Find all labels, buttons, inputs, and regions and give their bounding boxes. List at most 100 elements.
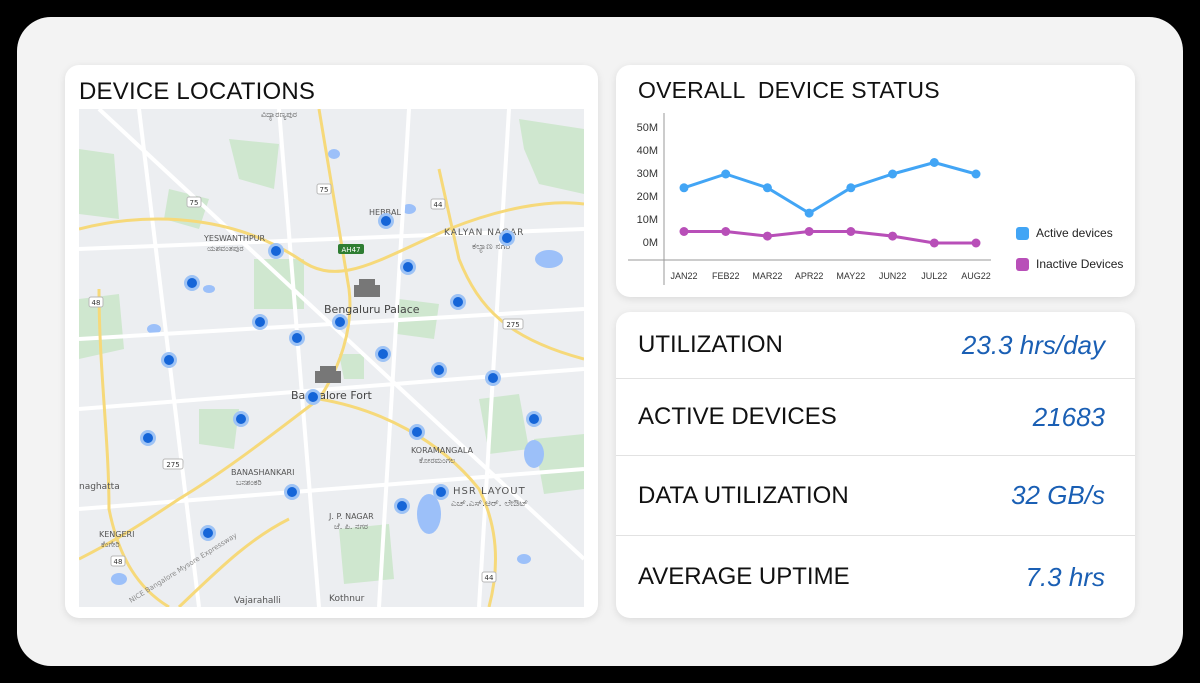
svg-text:75: 75 <box>190 199 199 207</box>
svg-text:ಕೋರಮಂಗಲ: ಕೋರಮಂಗಲ <box>419 456 455 465</box>
device-marker <box>268 243 284 259</box>
data-point <box>804 227 814 236</box>
data-point <box>679 183 689 193</box>
stat-value: 32 GB/s <box>1011 480 1105 510</box>
y-tick-label: 30M <box>637 168 658 180</box>
x-tick-label: JAN22 <box>670 271 697 281</box>
svg-text:44: 44 <box>434 201 443 209</box>
stat-label: AVERAGE UPTIME <box>638 563 850 590</box>
svg-text:KALYAN NAGAR: KALYAN NAGAR <box>444 228 524 238</box>
x-tick-label: FEB22 <box>712 271 740 281</box>
stat-average-uptime: AVERAGE UPTIME 7.3 hrs <box>616 536 1135 618</box>
stat-utilization: UTILIZATION 23.3 hrs/day <box>616 312 1135 379</box>
svg-text:HSR LAYOUT: HSR LAYOUT <box>453 486 526 497</box>
device-marker <box>431 362 447 378</box>
series-line-active <box>683 161 977 215</box>
device-marker <box>305 389 321 405</box>
svg-text:48: 48 <box>92 299 101 307</box>
device-marker <box>200 525 216 541</box>
x-tick-label: APR22 <box>795 271 824 281</box>
x-tick-label: JUN22 <box>879 271 907 281</box>
svg-text:Bangalore Fort: Bangalore Fort <box>291 389 373 402</box>
device-status-title: OVERALL DEVICE STATUS <box>638 77 940 103</box>
svg-text:ಜೆ. ಪಿ. ನಗರ: ಜೆ. ಪಿ. ನಗರ <box>334 522 368 531</box>
device-marker <box>526 411 542 427</box>
device-marker <box>289 330 305 346</box>
route-shields: 75 75 44 44 AH47 48 48 275 275 <box>88 183 524 583</box>
device-marker <box>433 484 449 500</box>
device-marker <box>400 259 416 275</box>
data-point <box>971 238 981 248</box>
legend-inactive-swatch <box>1016 257 1029 271</box>
data-point <box>888 231 898 241</box>
x-tick-label: AUG22 <box>961 271 991 281</box>
svg-text:BANASHANKARI: BANASHANKARI <box>231 468 294 477</box>
water-bodies <box>111 149 563 585</box>
minor-roads <box>79 109 584 607</box>
svg-text:AH47: AH47 <box>342 246 361 254</box>
y-tick-label: 10M <box>637 214 658 226</box>
svg-text:ಯಶವಂತಪುರ: ಯಶವಂತಪುರ <box>207 244 244 253</box>
y-tick-label: 0M <box>643 237 658 249</box>
svg-text:KENGERI: KENGERI <box>99 530 134 539</box>
device-status-card: OVERALL DEVICE STATUS 50M 40M 30M 20M 10M 0M J… <box>616 65 1135 297</box>
x-tick-label: MAY22 <box>836 271 865 281</box>
svg-text:Vajarahalli: Vajarahalli <box>234 596 281 606</box>
x-tick-label: JUL22 <box>921 271 947 281</box>
data-point <box>846 227 856 236</box>
svg-text:ಕೆಂಗೇರಿ: ಕೆಂಗೇರಿ <box>101 540 120 549</box>
device-map[interactable]: 75 75 44 44 AH47 48 48 275 275 <box>79 109 584 607</box>
svg-text:ವಿದ್ಯಾರಣ್ಯಪುರ: ವಿದ್ಯಾರಣ್ಯಪುರ <box>261 110 297 120</box>
device-marker <box>394 498 410 514</box>
data-point <box>846 183 856 193</box>
device-marker <box>378 213 394 229</box>
device-marker <box>233 411 249 427</box>
data-point <box>929 238 939 248</box>
device-marker <box>409 424 425 440</box>
legend-inactive: Inactive Devices <box>1016 257 1123 271</box>
landmark-icons <box>315 279 380 383</box>
svg-text:275: 275 <box>166 461 179 469</box>
stat-value: 23.3 hrs/day <box>961 329 1105 360</box>
stat-value: 21683 <box>1032 401 1105 432</box>
legend-active-label: Active devices <box>1036 226 1113 240</box>
svg-text:ಕಲ್ಯಾಣ ನಗರ: ಕಲ್ಯಾಣ ನಗರ <box>472 242 510 253</box>
data-point <box>762 231 772 241</box>
svg-text:J. P. NAGAR: J. P. NAGAR <box>328 512 374 521</box>
y-tick-label: 20M <box>637 191 658 203</box>
svg-text:275: 275 <box>506 321 519 329</box>
legend-inactive-label: Inactive Devices <box>1036 257 1124 271</box>
x-tick-label: MAR22 <box>752 271 782 281</box>
stats-card: UTILIZATION 23.3 hrs/day ACTIVE DEVICES … <box>616 312 1135 618</box>
data-point <box>762 183 772 193</box>
data-point <box>721 169 731 179</box>
svg-text:naghatta: naghatta <box>79 482 120 492</box>
stat-active-devices: ACTIVE DEVICES 21683 <box>616 379 1135 456</box>
device-marker <box>499 230 515 246</box>
svg-text:75: 75 <box>320 186 329 194</box>
stat-data-utilization: DATA UTILIZATION 32 GB/s <box>616 456 1135 536</box>
y-tick-label: 50M <box>637 122 658 134</box>
device-marker <box>485 370 501 386</box>
stat-label: UTILIZATION <box>638 331 783 358</box>
device-locations-title: DEVICE LOCATIONS <box>79 78 316 105</box>
device-status-chart: 50M 40M 30M 20M 10M 0M JAN22 FEB22 MAR22 APR22 MAY… <box>628 113 991 285</box>
legend-active: Active devices <box>1016 226 1113 240</box>
stat-label: DATA UTILIZATION <box>638 481 849 509</box>
device-marker <box>375 346 391 362</box>
device-locations-card: DEVICE LOCATIONS <box>65 65 598 618</box>
svg-text:HEBBAL: HEBBAL <box>369 208 402 217</box>
device-marker <box>284 484 300 500</box>
device-marker <box>450 294 466 310</box>
device-marker <box>140 430 156 446</box>
svg-text:48: 48 <box>114 558 123 566</box>
svg-text:Kothnur: Kothnur <box>329 594 365 604</box>
device-markers[interactable] <box>140 213 542 541</box>
svg-text:Bengaluru Palace: Bengaluru Palace <box>324 303 420 316</box>
stat-value: 7.3 hrs <box>1025 561 1106 592</box>
data-point <box>888 169 898 179</box>
data-point <box>929 158 939 167</box>
data-point <box>971 169 981 179</box>
svg-text:44: 44 <box>485 574 494 582</box>
stat-label: ACTIVE DEVICES <box>638 403 837 430</box>
